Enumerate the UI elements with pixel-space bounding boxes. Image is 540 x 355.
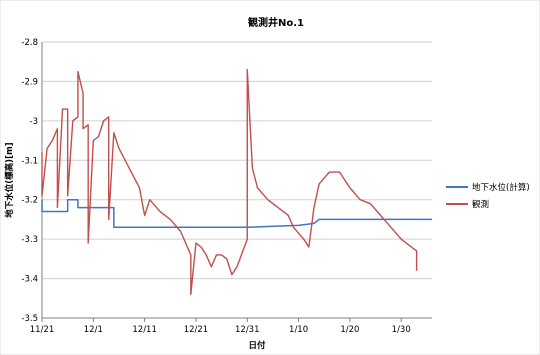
x-tick-label: 12/11 xyxy=(132,325,157,335)
y-tick-labels: -2.8 -2.9 -3 -3.1 -3.2 -3.3 -3.4 -3.5 xyxy=(21,38,38,324)
y-tick-label: -3.3 xyxy=(21,235,38,245)
x-tick-labels: 11/21 12/1 12/11 12/21 12/31 1/10 1/20 1/30 xyxy=(30,325,411,335)
y-tick-label: -3.2 xyxy=(21,196,38,206)
y-tick-label: -3.1 xyxy=(21,156,38,166)
y-tick-label: -3.5 xyxy=(21,314,38,324)
legend-label: 地下水位(計算) xyxy=(472,182,530,193)
x-tick-label: 1/20 xyxy=(340,325,359,335)
y-axis-label: 地下水位(標高)[m] xyxy=(4,142,15,218)
x-tick-label: 11/21 xyxy=(30,325,55,335)
x-tick-label: 12/21 xyxy=(184,325,209,335)
series-lines xyxy=(41,68,432,296)
x-tick-label: 12/1 xyxy=(84,325,103,335)
x-tick-label: 12/31 xyxy=(235,325,260,335)
series-line-calculated xyxy=(41,198,432,229)
y-tick-label: -2.8 xyxy=(21,38,38,48)
chart-title: 観測井No.1 xyxy=(248,16,304,29)
y-tick-label: -3 xyxy=(30,117,38,127)
y-tick-label: -3.4 xyxy=(21,275,38,285)
x-axis-label: 日付 xyxy=(248,340,266,351)
gridlines xyxy=(42,41,432,319)
series-line-observed xyxy=(41,68,418,296)
x-tick-label: 1/30 xyxy=(392,325,411,335)
legend: 地下水位(計算) 観測 xyxy=(446,182,530,210)
x-tick-label: 1/10 xyxy=(289,325,308,335)
legend-label: 観測 xyxy=(472,199,489,210)
y-tick-label: -2.9 xyxy=(21,77,38,87)
